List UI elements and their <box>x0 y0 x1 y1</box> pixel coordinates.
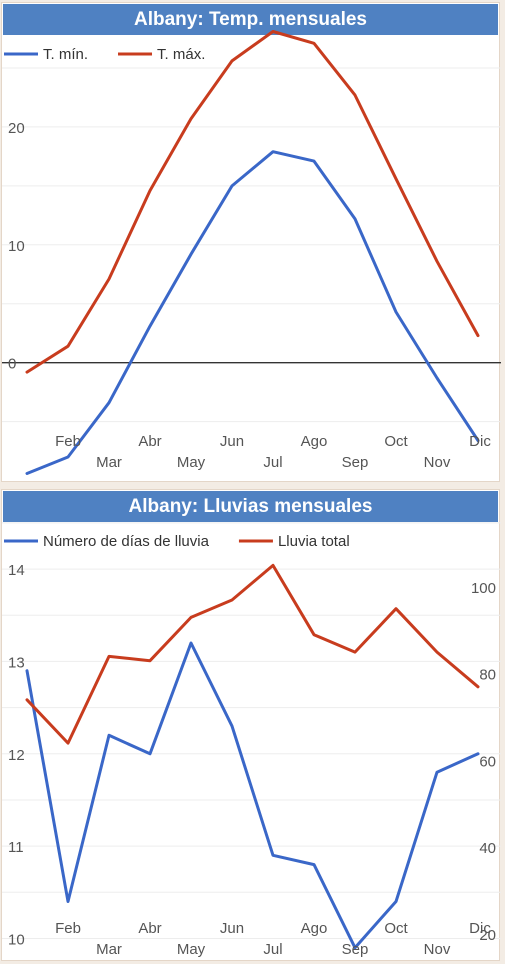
legend-label: Lluvia total <box>278 533 350 550</box>
x-tick-label: Sep <box>342 941 369 958</box>
x-tick-label: Dic <box>469 433 491 450</box>
x-tick-label: Jul <box>263 454 282 471</box>
x-tick-label: Jun <box>220 920 244 937</box>
rainfall-chart-panel: Albany: Lluvias mensuales 10 11 12 13 14 20 40… <box>1 489 501 961</box>
x-tick-label: Oct <box>384 433 408 450</box>
x-tick-label: Ago <box>301 920 328 937</box>
y-tick-label: 12 <box>8 747 25 764</box>
y2-tick-label: 40 <box>479 840 496 857</box>
temperature-chart-title: Albany: Temp. mensuales <box>3 4 498 35</box>
x-tick-label: Mar <box>96 454 122 471</box>
y2-tick-label: 100 <box>471 580 496 597</box>
rainfall-chart-title: Albany: Lluvias mensuales <box>3 491 498 522</box>
y-tick-label: 14 <box>8 562 25 579</box>
y-tick-label: 20 <box>8 120 25 137</box>
x-tick-label: Nov <box>424 941 451 958</box>
y2-tick-label: 60 <box>479 753 496 770</box>
y-tick-label: 13 <box>8 654 25 671</box>
temperature-chart-canvas: 0 10 20 Feb Mar Abr May Jun Jul Ago Sep Oct Nov Dic T.… <box>2 30 501 475</box>
x-tick-label: May <box>177 454 206 471</box>
x-tick-label: Nov <box>424 454 451 471</box>
legend-label: Número de días de lluvia <box>43 533 210 550</box>
x-tick-label: Feb <box>55 920 81 937</box>
x-tick-label: Mar <box>96 941 122 958</box>
legend-label: T. mín. <box>43 46 88 63</box>
y-tick-label: 10 <box>8 931 25 948</box>
series-line <box>25 150 480 475</box>
x-tick-label: Ago <box>301 433 328 450</box>
y-tick-label: 0 <box>8 356 16 373</box>
series-line <box>25 563 480 745</box>
x-tick-label: Abr <box>138 433 161 450</box>
x-tick-label: Abr <box>138 920 161 937</box>
y2-tick-label: 20 <box>479 927 496 944</box>
x-tick-label: Feb <box>55 433 81 450</box>
rainfall-chart-canvas: 10 11 12 13 14 20 40 60 80 100 Feb Mar Abr May Jun Jul A… <box>2 522 501 958</box>
x-tick-label: Jun <box>220 433 244 450</box>
y-tick-label: 11 <box>8 839 24 856</box>
x-tick-label: Dic <box>469 920 491 937</box>
y-tick-label: 10 <box>8 238 25 255</box>
series-line <box>25 641 480 950</box>
temperature-chart-panel: Albany: Temp. mensuales 0 10 20 Feb Mar Abr Ma… <box>1 2 501 482</box>
x-tick-label: Jul <box>263 941 282 958</box>
series-line <box>25 30 480 374</box>
x-tick-label: Sep <box>342 454 369 471</box>
legend-label: T. máx. <box>157 46 205 63</box>
x-tick-label: May <box>177 941 206 958</box>
y2-tick-label: 80 <box>479 667 496 684</box>
x-tick-label: Oct <box>384 920 408 937</box>
